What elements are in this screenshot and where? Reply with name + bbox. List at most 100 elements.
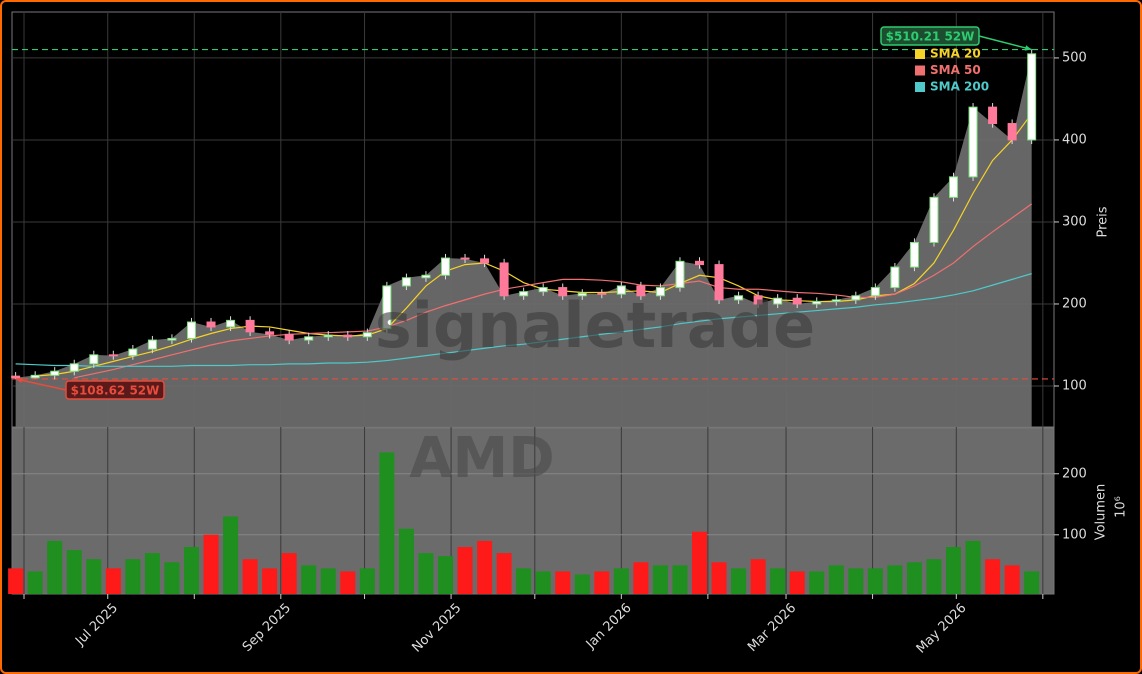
candle-body bbox=[480, 258, 490, 264]
candle-body bbox=[949, 176, 959, 198]
volume-bar bbox=[86, 559, 102, 594]
x-tick-label: Sep 2025 bbox=[240, 601, 294, 655]
candle-body bbox=[147, 339, 157, 350]
annotation-arrow bbox=[978, 35, 1032, 51]
volume-bar bbox=[66, 550, 82, 594]
volume-bar bbox=[750, 559, 766, 594]
candle-body bbox=[69, 363, 79, 372]
y-tick-label: 200 bbox=[1062, 466, 1087, 481]
candle-body bbox=[929, 196, 939, 243]
price-area bbox=[15, 53, 1032, 427]
volume-bar bbox=[340, 571, 356, 594]
candle-body bbox=[597, 292, 607, 295]
volume-bar bbox=[379, 452, 395, 594]
legend-swatch bbox=[915, 49, 925, 59]
candle-body bbox=[89, 354, 99, 365]
volume-bar bbox=[457, 547, 473, 594]
candle-body bbox=[968, 106, 978, 178]
volume-bar bbox=[144, 553, 160, 594]
candle-body bbox=[577, 292, 587, 297]
candle-body bbox=[11, 375, 21, 379]
candle-body bbox=[753, 295, 763, 305]
volume-bar bbox=[770, 568, 786, 594]
y-axis-label: Preis bbox=[1096, 206, 1111, 237]
volume-bar bbox=[27, 571, 43, 594]
sma-line bbox=[15, 273, 1032, 367]
volume-bar bbox=[926, 559, 942, 594]
volume-bar bbox=[594, 571, 610, 594]
candle-body bbox=[812, 301, 822, 305]
candle-body bbox=[186, 321, 196, 339]
candle-body bbox=[714, 264, 724, 301]
annotation-label: $510.21 52W bbox=[886, 30, 975, 44]
volume-bar bbox=[359, 568, 375, 594]
volume-unit: 10⁶ bbox=[1114, 496, 1129, 518]
volume-bar bbox=[398, 528, 414, 594]
x-tick-label: Nov 2025 bbox=[410, 601, 465, 656]
candle-body bbox=[909, 241, 919, 268]
volume-bar bbox=[809, 571, 825, 594]
legend-label: SMA 20 bbox=[930, 47, 981, 61]
x-tick-label: Jul 2025 bbox=[72, 601, 121, 650]
volume-axis-label: Volumen bbox=[1094, 484, 1109, 541]
symbol-watermark: AMD bbox=[409, 426, 555, 491]
volume-bar bbox=[613, 568, 629, 594]
candle-body bbox=[655, 287, 665, 297]
candle-body bbox=[831, 299, 841, 303]
volume-bar bbox=[223, 516, 239, 594]
candle-body bbox=[538, 287, 548, 293]
volume-bar bbox=[301, 565, 317, 594]
volume-bar bbox=[965, 540, 981, 594]
candle-body bbox=[421, 274, 431, 279]
legend-label: SMA 50 bbox=[930, 63, 981, 77]
volume-bar bbox=[496, 553, 512, 594]
candle-body bbox=[616, 285, 626, 295]
volume-bar bbox=[731, 568, 747, 594]
volume-bar bbox=[711, 562, 727, 594]
candle-body bbox=[265, 331, 275, 335]
candle-body bbox=[382, 285, 392, 330]
volume-bar bbox=[125, 559, 141, 594]
candle-body bbox=[792, 297, 802, 305]
volume-bar bbox=[47, 540, 63, 594]
volume-bar bbox=[887, 565, 903, 594]
legend-label: SMA 200 bbox=[930, 80, 989, 94]
candle-body bbox=[734, 295, 744, 301]
candle-body bbox=[988, 106, 998, 125]
y-tick-label: 100 bbox=[1062, 527, 1087, 542]
volume-bar bbox=[848, 568, 864, 594]
volume-bar bbox=[105, 568, 121, 594]
volume-bar bbox=[437, 556, 453, 594]
volume-bar bbox=[516, 568, 532, 594]
candle-body bbox=[440, 257, 450, 276]
candle-body bbox=[50, 370, 60, 376]
candle-body bbox=[1027, 53, 1037, 141]
volume-bar bbox=[672, 565, 688, 594]
candle-body bbox=[128, 348, 138, 357]
candle-body bbox=[773, 297, 783, 305]
candle-body bbox=[343, 334, 353, 338]
candle-body bbox=[499, 262, 509, 297]
volume-bar bbox=[203, 534, 219, 594]
candle-body bbox=[323, 334, 333, 338]
candle-body bbox=[519, 291, 529, 297]
volume-bar bbox=[183, 547, 199, 594]
volume-bar bbox=[985, 559, 1001, 594]
annotation-arrowhead bbox=[1024, 45, 1032, 51]
volume-bar bbox=[8, 568, 24, 594]
candle-body bbox=[245, 319, 255, 333]
candle-body bbox=[284, 333, 294, 341]
candle-body bbox=[30, 374, 40, 379]
annotation-label: $108.62 52W bbox=[71, 384, 160, 398]
volume-bar bbox=[789, 571, 805, 594]
annotation-arrowhead bbox=[15, 377, 23, 383]
candle-body bbox=[890, 266, 900, 289]
candle-body bbox=[851, 295, 861, 301]
candle-body bbox=[1007, 123, 1017, 141]
volume-bar bbox=[242, 559, 258, 594]
candle-body bbox=[108, 354, 118, 357]
candle-body bbox=[401, 277, 411, 287]
volume-bar bbox=[477, 540, 493, 594]
annotation-arrow bbox=[15, 378, 67, 391]
watermark: signaletrade bbox=[375, 289, 815, 362]
